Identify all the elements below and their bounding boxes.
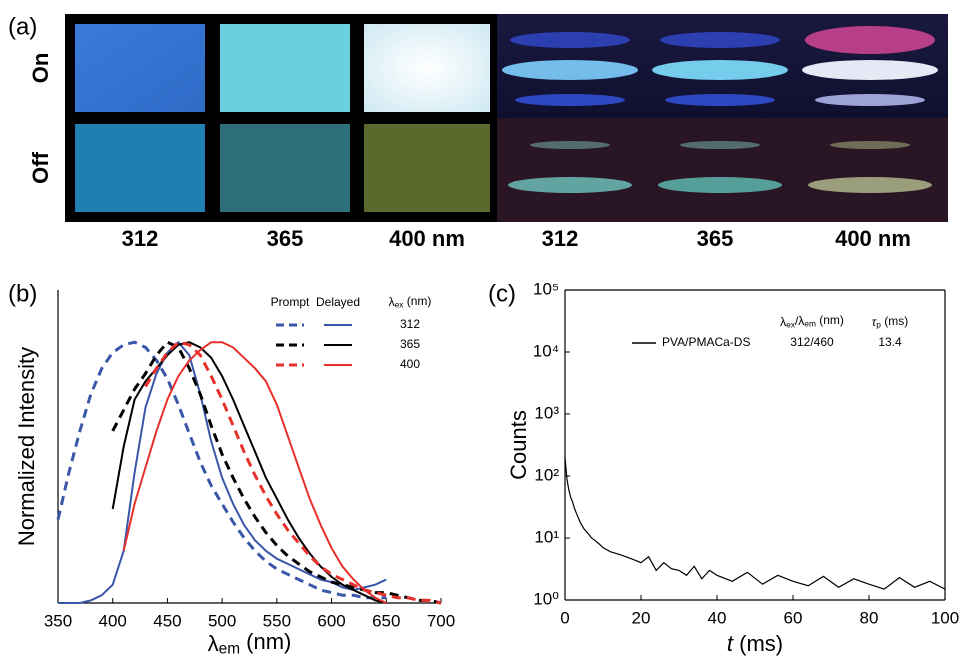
y-tick-label: 10⁰ [533,589,559,608]
legend-label: 312 [400,317,420,331]
vials-off [508,141,932,193]
label-part: (ms) [733,631,783,656]
data-line [56,340,387,600]
wavelength-label: 400 nm [835,226,911,251]
label-part: em [804,319,816,329]
x-axis-label: λem (nm) [208,629,292,658]
photo-panel [65,14,948,222]
label-part: (nm) [240,629,291,654]
panel-label: (b) [8,280,37,307]
wavelength-label: 312 [542,226,579,251]
panel-label: (c) [488,280,516,307]
x-tick-label: 650 [372,611,400,630]
legend-label: PVA/PMACa-DS [662,335,750,349]
photo [220,24,350,112]
legend-label: 400 [400,357,420,371]
photo [497,118,948,222]
y-axis-label: Normalized Intensity [14,347,39,546]
x-tick-label: 100 [931,608,959,627]
label-part: λ [208,631,219,656]
label-part: Normalized Intensity [14,347,39,546]
photo [75,24,205,112]
x-tick-label: 20 [632,608,651,627]
x-tick-label: 0 [560,608,569,627]
label-part: /λ [795,314,804,328]
legend-label: 365 [400,337,420,351]
y-tick-label: 10⁵ [533,279,559,298]
x-axis-label: t (ms) [727,631,783,656]
label-part: τ [872,315,878,329]
wavelength-label: 400 nm [389,226,465,251]
data-line [111,340,442,605]
wavelength-label: 312 [122,226,159,251]
label-part: (nm) [816,313,844,327]
label-part: p [876,320,881,330]
label-part: λ [389,295,395,309]
vials-on [502,26,938,106]
x-tick-label: 600 [317,611,345,630]
x-tick-label: 350 [44,611,72,630]
table-cell: 312/460 [790,335,834,349]
photo [364,124,490,212]
x-tick-label: 450 [153,611,181,630]
photo [75,124,205,212]
legend-header: Delayed [316,295,360,309]
table-header: τp (ms) [872,314,909,330]
y-tick-label: 10² [534,465,559,484]
y-tick-label: 10¹ [534,527,559,546]
photo [364,24,490,112]
data-line [122,341,387,604]
row-label: On [28,53,53,84]
x-tick-label: 500 [208,611,236,630]
label-part: λ [780,315,786,329]
y-tick-label: 10⁴ [533,341,559,360]
label-part: Prompt [271,295,310,309]
x-tick-label: 40 [708,608,727,627]
label-part: em [219,641,240,658]
wavelength-label: 365 [697,226,734,251]
label-part: (ms) [881,314,908,328]
x-tick-label: 700 [427,611,455,630]
label-part: Delayed [316,295,360,309]
wavelength-label: 365 [267,226,304,251]
label-part: Counts [506,410,531,480]
data-line [111,341,387,604]
photo [220,124,350,212]
table-header: λex/λem (nm) [780,313,844,330]
legend-header: Prompt [271,295,310,309]
y-axis-label: Counts [506,410,531,480]
legend-header: λex (nm) [389,294,432,310]
x-tick-label: 550 [263,611,291,630]
label-part: ex [395,300,405,310]
x-tick-label: 60 [784,608,803,627]
label-part: ex [786,320,796,330]
data-line [144,340,442,605]
panel-label: (a) [8,13,37,40]
x-tick-label: 400 [99,611,127,630]
data-line [564,457,946,590]
label-part: (nm) [403,294,431,308]
label-part: t [727,631,734,656]
y-tick-label: 10³ [534,403,559,422]
table-cell: 13.4 [878,335,902,349]
x-tick-label: 80 [860,608,879,627]
row-label: Off [28,151,53,183]
data-line [58,340,387,604]
